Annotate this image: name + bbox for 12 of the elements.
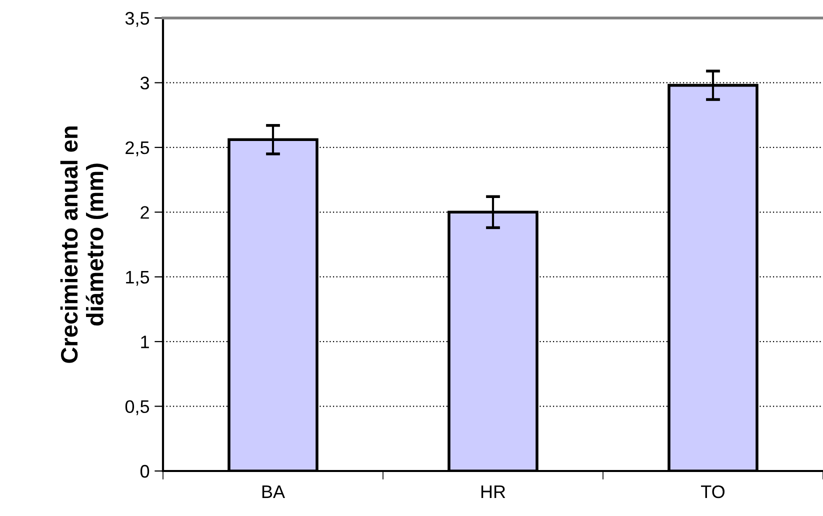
y-tick-label: 2: [140, 206, 149, 219]
y-tick-label: 3,5: [125, 12, 150, 27]
x-tick-label: BA: [262, 486, 286, 498]
y-axis-title: Crecimiento anual en diámetro (mm): [60, 126, 108, 363]
x-tick-label: TO: [701, 485, 725, 498]
y-tick-label: 1: [141, 336, 149, 348]
x-tick-label: HR: [481, 486, 506, 498]
y-tick-label: 0,5: [125, 400, 150, 416]
y-tick-label: 1,5: [126, 270, 150, 286]
y-tick-label: 0: [140, 464, 150, 478]
y-tick-label: 2,5: [126, 141, 150, 156]
y-tick-label: 3: [140, 76, 150, 90]
